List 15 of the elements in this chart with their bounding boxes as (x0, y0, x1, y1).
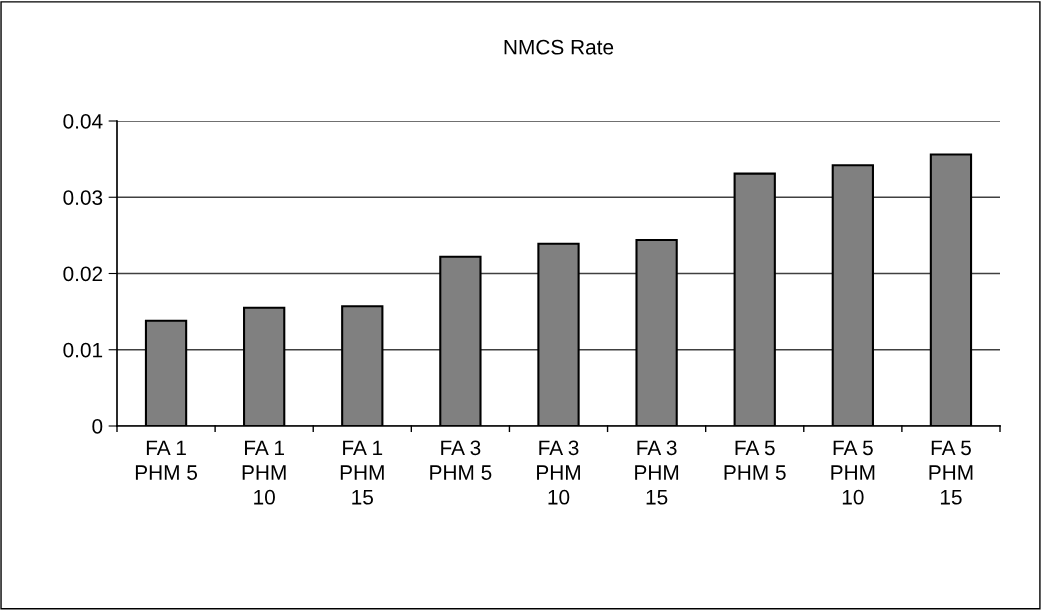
y-tick-label: 0 (92, 419, 103, 434)
x-tick-label: FA 1 PHM 10 (242, 440, 286, 505)
x-tick-label: FA 3 PHM 10 (537, 440, 580, 505)
y-tick-label: 0.03 (63, 190, 103, 205)
x-tick-label: FA 5 PHM 15 (929, 440, 973, 505)
x-tick-label: FA 3 PHM 15 (635, 440, 679, 505)
y-tick-label: 0.04 (63, 114, 103, 129)
x-tick-label: FA 1 PHM 15 (340, 440, 384, 505)
y-tick-label: 0.02 (63, 266, 103, 282)
x-tick-label: FA 5 PHM 5 (724, 440, 786, 480)
y-tick-label: 0.01 (63, 342, 103, 358)
chart-title: NMCS Rate (504, 39, 614, 55)
x-tick-label: FA 5 PHM 10 (831, 440, 875, 505)
x-tick-label: FA 1 PHM 5 (135, 440, 198, 480)
x-tick-label: FA 3 PHM 5 (430, 440, 492, 480)
